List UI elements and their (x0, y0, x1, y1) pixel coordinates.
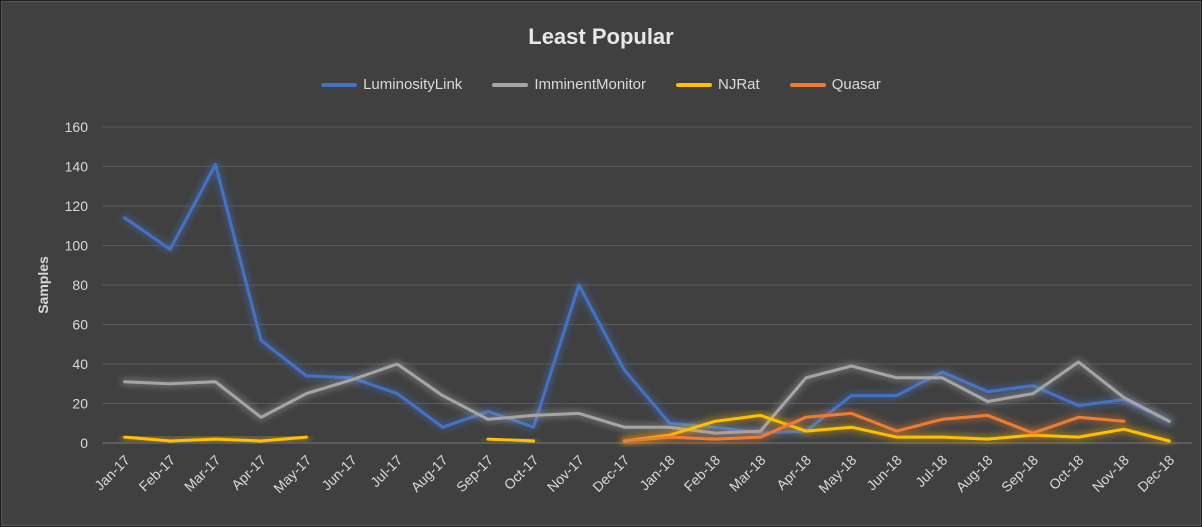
legend-swatch (789, 82, 826, 87)
legend-item: Quasar (789, 76, 881, 93)
series-line-imminentmonitor (123, 360, 1171, 435)
x-tick-label: Dec-18 (1134, 452, 1177, 495)
x-tick-label: Jan-17 (91, 452, 133, 494)
y-tick-label: 20 (72, 396, 88, 412)
x-tick-label: Mar-17 (181, 452, 224, 495)
x-tick-label: Mar-18 (726, 452, 769, 495)
x-tick-label: Nov-18 (1089, 452, 1132, 495)
chart-legend: LuminosityLink ImminentMonitor NJRat Quasar (2, 76, 1200, 93)
x-tick-label: Nov-17 (544, 452, 587, 495)
x-tick-label: Oct-18 (1046, 452, 1087, 493)
series-line-njrat (486, 437, 535, 443)
x-tick-label: Oct-17 (501, 452, 542, 493)
x-tick-label: Feb-17 (136, 452, 179, 495)
x-tick-label: Apr-17 (228, 452, 269, 493)
x-tick-label: Jul-18 (912, 452, 950, 490)
legend-label: ImminentMonitor (534, 76, 647, 93)
series-glow (121, 161, 1173, 437)
x-tick-label: Apr-18 (773, 452, 814, 493)
y-tick-label: 100 (65, 238, 89, 254)
x-tick-label: Aug-18 (953, 452, 996, 495)
y-tick-label: 80 (72, 277, 88, 293)
x-tick-label: Jan-18 (636, 452, 678, 494)
x-tick-label: Sep-17 (453, 452, 496, 495)
x-tick-label: May-18 (815, 452, 859, 496)
legend-item: ImminentMonitor (492, 76, 646, 93)
x-tick-label: Feb-18 (681, 452, 724, 495)
x-tick-label: Jun-17 (318, 452, 360, 494)
y-tick-label: 0 (80, 435, 88, 451)
series-line-quasar (622, 411, 1126, 443)
series-line-luminositylink (123, 163, 1171, 435)
legend-swatch (321, 82, 358, 87)
x-tick-label: Sep-18 (998, 452, 1041, 495)
legend-swatch (492, 82, 529, 87)
x-tick-label: May-17 (270, 452, 314, 496)
legend-label: LuminosityLink (363, 76, 463, 93)
legend-swatch (676, 82, 713, 87)
y-tick-label: 140 (65, 159, 89, 175)
y-tick-label: 120 (65, 198, 89, 214)
legend-label: NJRat (718, 76, 760, 93)
legend-label: Quasar (831, 76, 881, 93)
y-tick-label: 40 (72, 356, 88, 372)
x-tick-label: Jun-18 (863, 452, 905, 494)
chart-title: Least Popular (528, 24, 674, 49)
x-tick-label: Jul-17 (367, 452, 405, 490)
x-tick-label: Aug-17 (408, 452, 451, 495)
legend-item: LuminosityLink (321, 76, 462, 93)
legend-item: NJRat (676, 76, 760, 93)
y-tick-label: 60 (72, 317, 88, 333)
y-tick-label: 160 (65, 119, 89, 135)
series-line-njrat (123, 435, 308, 443)
series-line-njrat (622, 413, 1171, 443)
y-axis-title: Samples (35, 256, 51, 314)
x-tick-label: Dec-17 (589, 452, 632, 495)
